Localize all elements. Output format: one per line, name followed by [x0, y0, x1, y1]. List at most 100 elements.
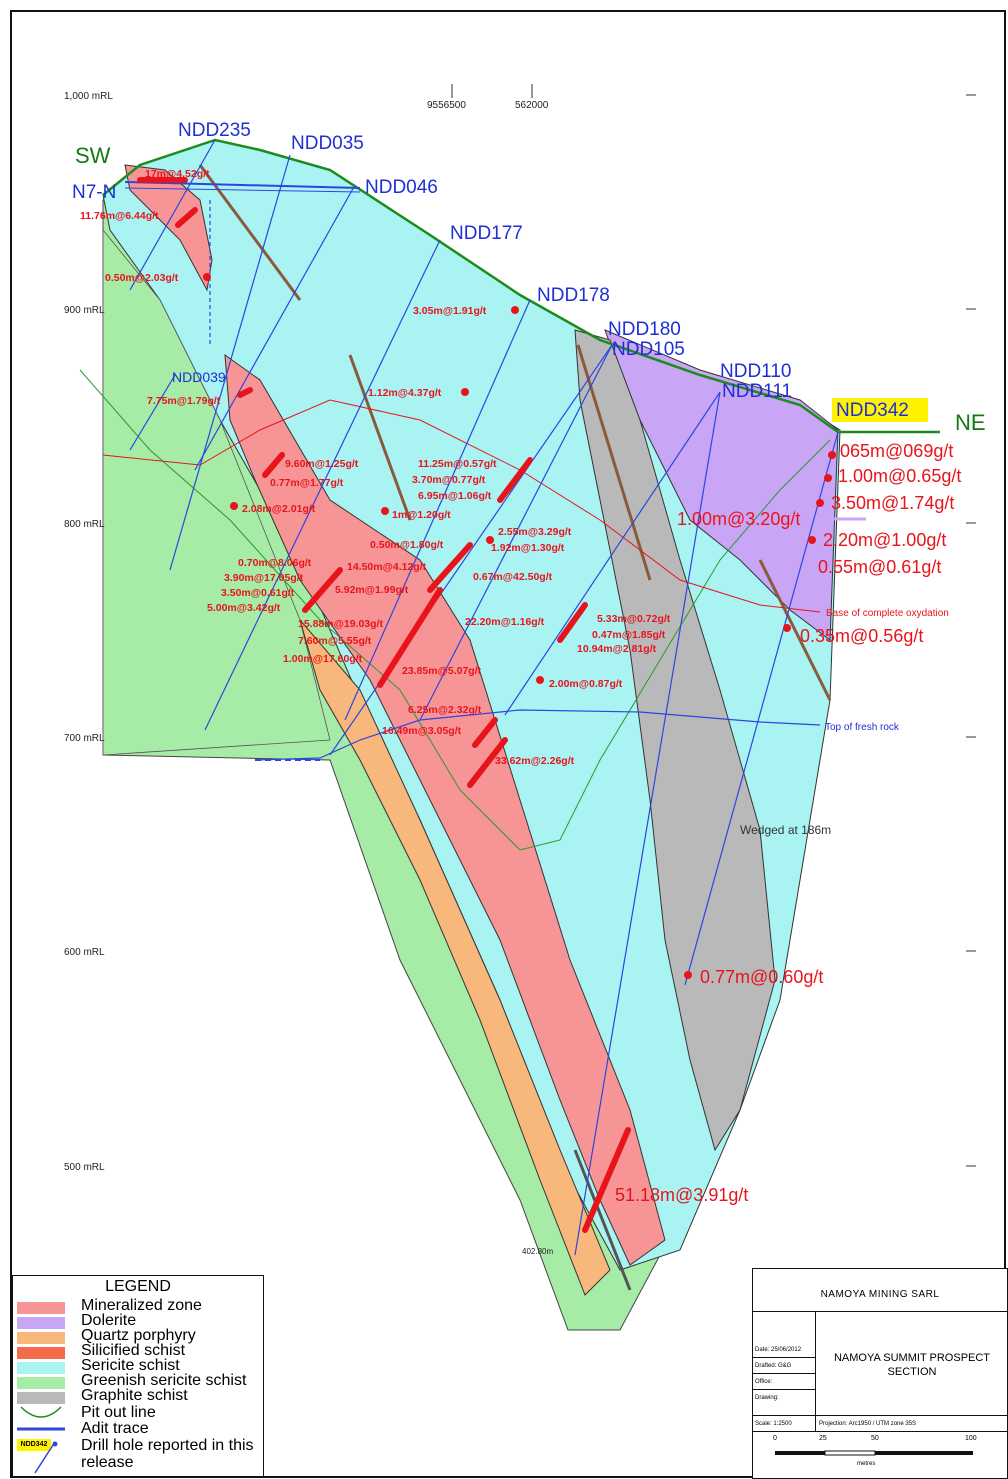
intercept-label: 5.33m@0.72g/t: [597, 613, 671, 625]
intercept-bar: [557, 602, 588, 643]
intercept-dots: [203, 273, 836, 979]
intercept-label: 16.49m@3.05g/t: [382, 725, 462, 737]
hole-label-ndd178: NDD178: [537, 285, 610, 306]
hole-label-ndd046: NDD046: [365, 177, 438, 198]
intercept-label-large: 0.35m@0.56g/t: [800, 626, 923, 646]
silicified-schist-streak: [348, 354, 412, 521]
divider: [815, 1311, 816, 1431]
intercept-dot: [684, 971, 692, 979]
legend-swatch: [17, 1347, 65, 1359]
intercept-bar: [377, 587, 443, 688]
intercept-dot: [828, 451, 836, 459]
legend-label: Sericite schist: [81, 1357, 180, 1374]
drill-hole-trace: [129, 374, 176, 451]
greenish-sericite-schist-left: [102, 228, 331, 756]
pit-out-line: [79, 369, 831, 851]
silicified-schist-streak: [758, 559, 832, 701]
intercept-label: 17m@4.52g/t: [145, 168, 210, 180]
fresh-rock-line: [254, 709, 821, 761]
intercept-dot: [381, 507, 389, 515]
hole-label-ndd111: NDD111: [722, 381, 792, 402]
legend-label: Pit out line: [81, 1404, 156, 1421]
scale-tick: 50: [871, 1435, 879, 1442]
fresh-rock-note: Top of fresh rock: [825, 722, 900, 733]
legend-swatch: [17, 1317, 65, 1329]
scale-unit: metres: [857, 1461, 876, 1467]
silicified-schist-streak: [198, 164, 302, 301]
intercept-dot: [783, 624, 791, 632]
project-title: NAMOYA SUMMIT PROSPECT SECTION: [833, 1352, 991, 1378]
hole-label-n7n: N7-N: [72, 182, 116, 203]
divider: [753, 1415, 1007, 1416]
oxidation-line: [102, 399, 821, 613]
intercept-bar: [175, 207, 198, 228]
title-field: Drafted: G&G: [755, 1363, 792, 1369]
rl-label-700: 700 mRL: [64, 733, 105, 744]
intercept-bar: [472, 717, 498, 748]
scale-tick: 25: [819, 1435, 827, 1442]
drill-hole-trace: [684, 431, 839, 986]
legend-label: Dolerite: [81, 1312, 137, 1329]
drill-hole-trace: [204, 239, 441, 731]
title-field: Drawing:: [755, 1395, 779, 1401]
rl-label-800: 800 mRL: [64, 519, 105, 530]
intercept-label-large: 0.77m@0.60g/t: [700, 967, 823, 987]
intercept-label: 2.08m@2.01g/t: [242, 503, 316, 515]
legend-label: Adit trace: [81, 1420, 149, 1437]
drill-hole-trace: [194, 184, 356, 471]
intercept-label: 1.92m@1.30g/t: [491, 542, 565, 554]
hole-label-ndd177: NDD177: [450, 223, 523, 244]
intercept-label-large: 065m@069g/t: [840, 441, 953, 461]
intercept-dot: [536, 676, 544, 684]
drill-hole-badge: NDD342: [17, 1439, 51, 1451]
rl-label-900: 900 mRL: [64, 305, 105, 316]
intercept-bar: [427, 542, 473, 593]
intercept-dot: [816, 499, 824, 507]
legend-label: Graphite schist: [81, 1387, 188, 1404]
intercept-label-large: 2.20m@1.00g/t: [823, 530, 946, 550]
drill-hole-swatch: [34, 1441, 58, 1474]
intercept-label-large: 1.00m@0.65g/t: [838, 466, 961, 486]
legend-swatch: [17, 1362, 65, 1374]
divider: [753, 1431, 1007, 1432]
silicified-schist-streak: [576, 344, 652, 581]
intercept-label: 11.25m@0.57g/t: [418, 458, 497, 470]
intercept-label: 1m@1.20g/t: [392, 509, 451, 521]
intercept-label: 6.25m@2.32g/t: [408, 704, 482, 716]
legend-label: Drill hole reported in this release: [81, 1437, 254, 1471]
intercept-label: 11.76m@6.44g/t: [80, 210, 159, 222]
wedged-note: Wedged at 186m: [740, 823, 831, 837]
intercept-label: 0.67m@42.50g/t: [473, 571, 553, 583]
intercept-label-large: 3.50m@1.74g/t: [831, 493, 954, 513]
legend-swatch: [17, 1392, 65, 1404]
end-of-hole-depth: 402.80m: [522, 1247, 553, 1256]
intercept-bar: [582, 1127, 631, 1233]
scale-bar-graphic: [775, 1450, 973, 1456]
intercept-dot: [230, 502, 238, 510]
drill-holes: [129, 139, 839, 1256]
intercept-label: 0.77m@1.77g/t: [270, 477, 344, 489]
legend-label: Quartz porphyry: [81, 1327, 196, 1344]
direction-sw: SW: [75, 143, 111, 168]
title-field: Scale: 1:2500: [755, 1421, 792, 1427]
intercept-label: 0.70m@8.06g/t: [238, 557, 312, 569]
intercept-label: 1.00m@17.60g/t: [283, 653, 363, 665]
title-field: Date: 25/06/2012: [755, 1347, 802, 1353]
drill-hole-trace: [419, 344, 613, 721]
intercept-label: 1.12m@4.37g/t: [368, 387, 442, 399]
pit-line-swatch: [20, 1406, 62, 1418]
intercept-label: 15.88m@19.03g/t: [298, 618, 383, 630]
legend-swatch: [17, 1377, 65, 1389]
drill-hole-trace: [169, 154, 291, 571]
drill-hole-trace: [329, 344, 613, 756]
intercept-label-large: 0.55m@0.61g/t: [818, 557, 941, 577]
grid-ref-northing: 9556500: [427, 100, 466, 111]
intercept-bar: [262, 452, 285, 478]
divider: [753, 1389, 815, 1390]
hole-label-ndd180: NDD180: [608, 319, 681, 340]
rl-label-500: 500 mRL: [64, 1162, 105, 1173]
mineralized-zone-main: [224, 353, 666, 1266]
divider: [753, 1311, 1007, 1312]
drill-hole-trace: [504, 391, 721, 716]
intercept-bar: [467, 737, 508, 788]
